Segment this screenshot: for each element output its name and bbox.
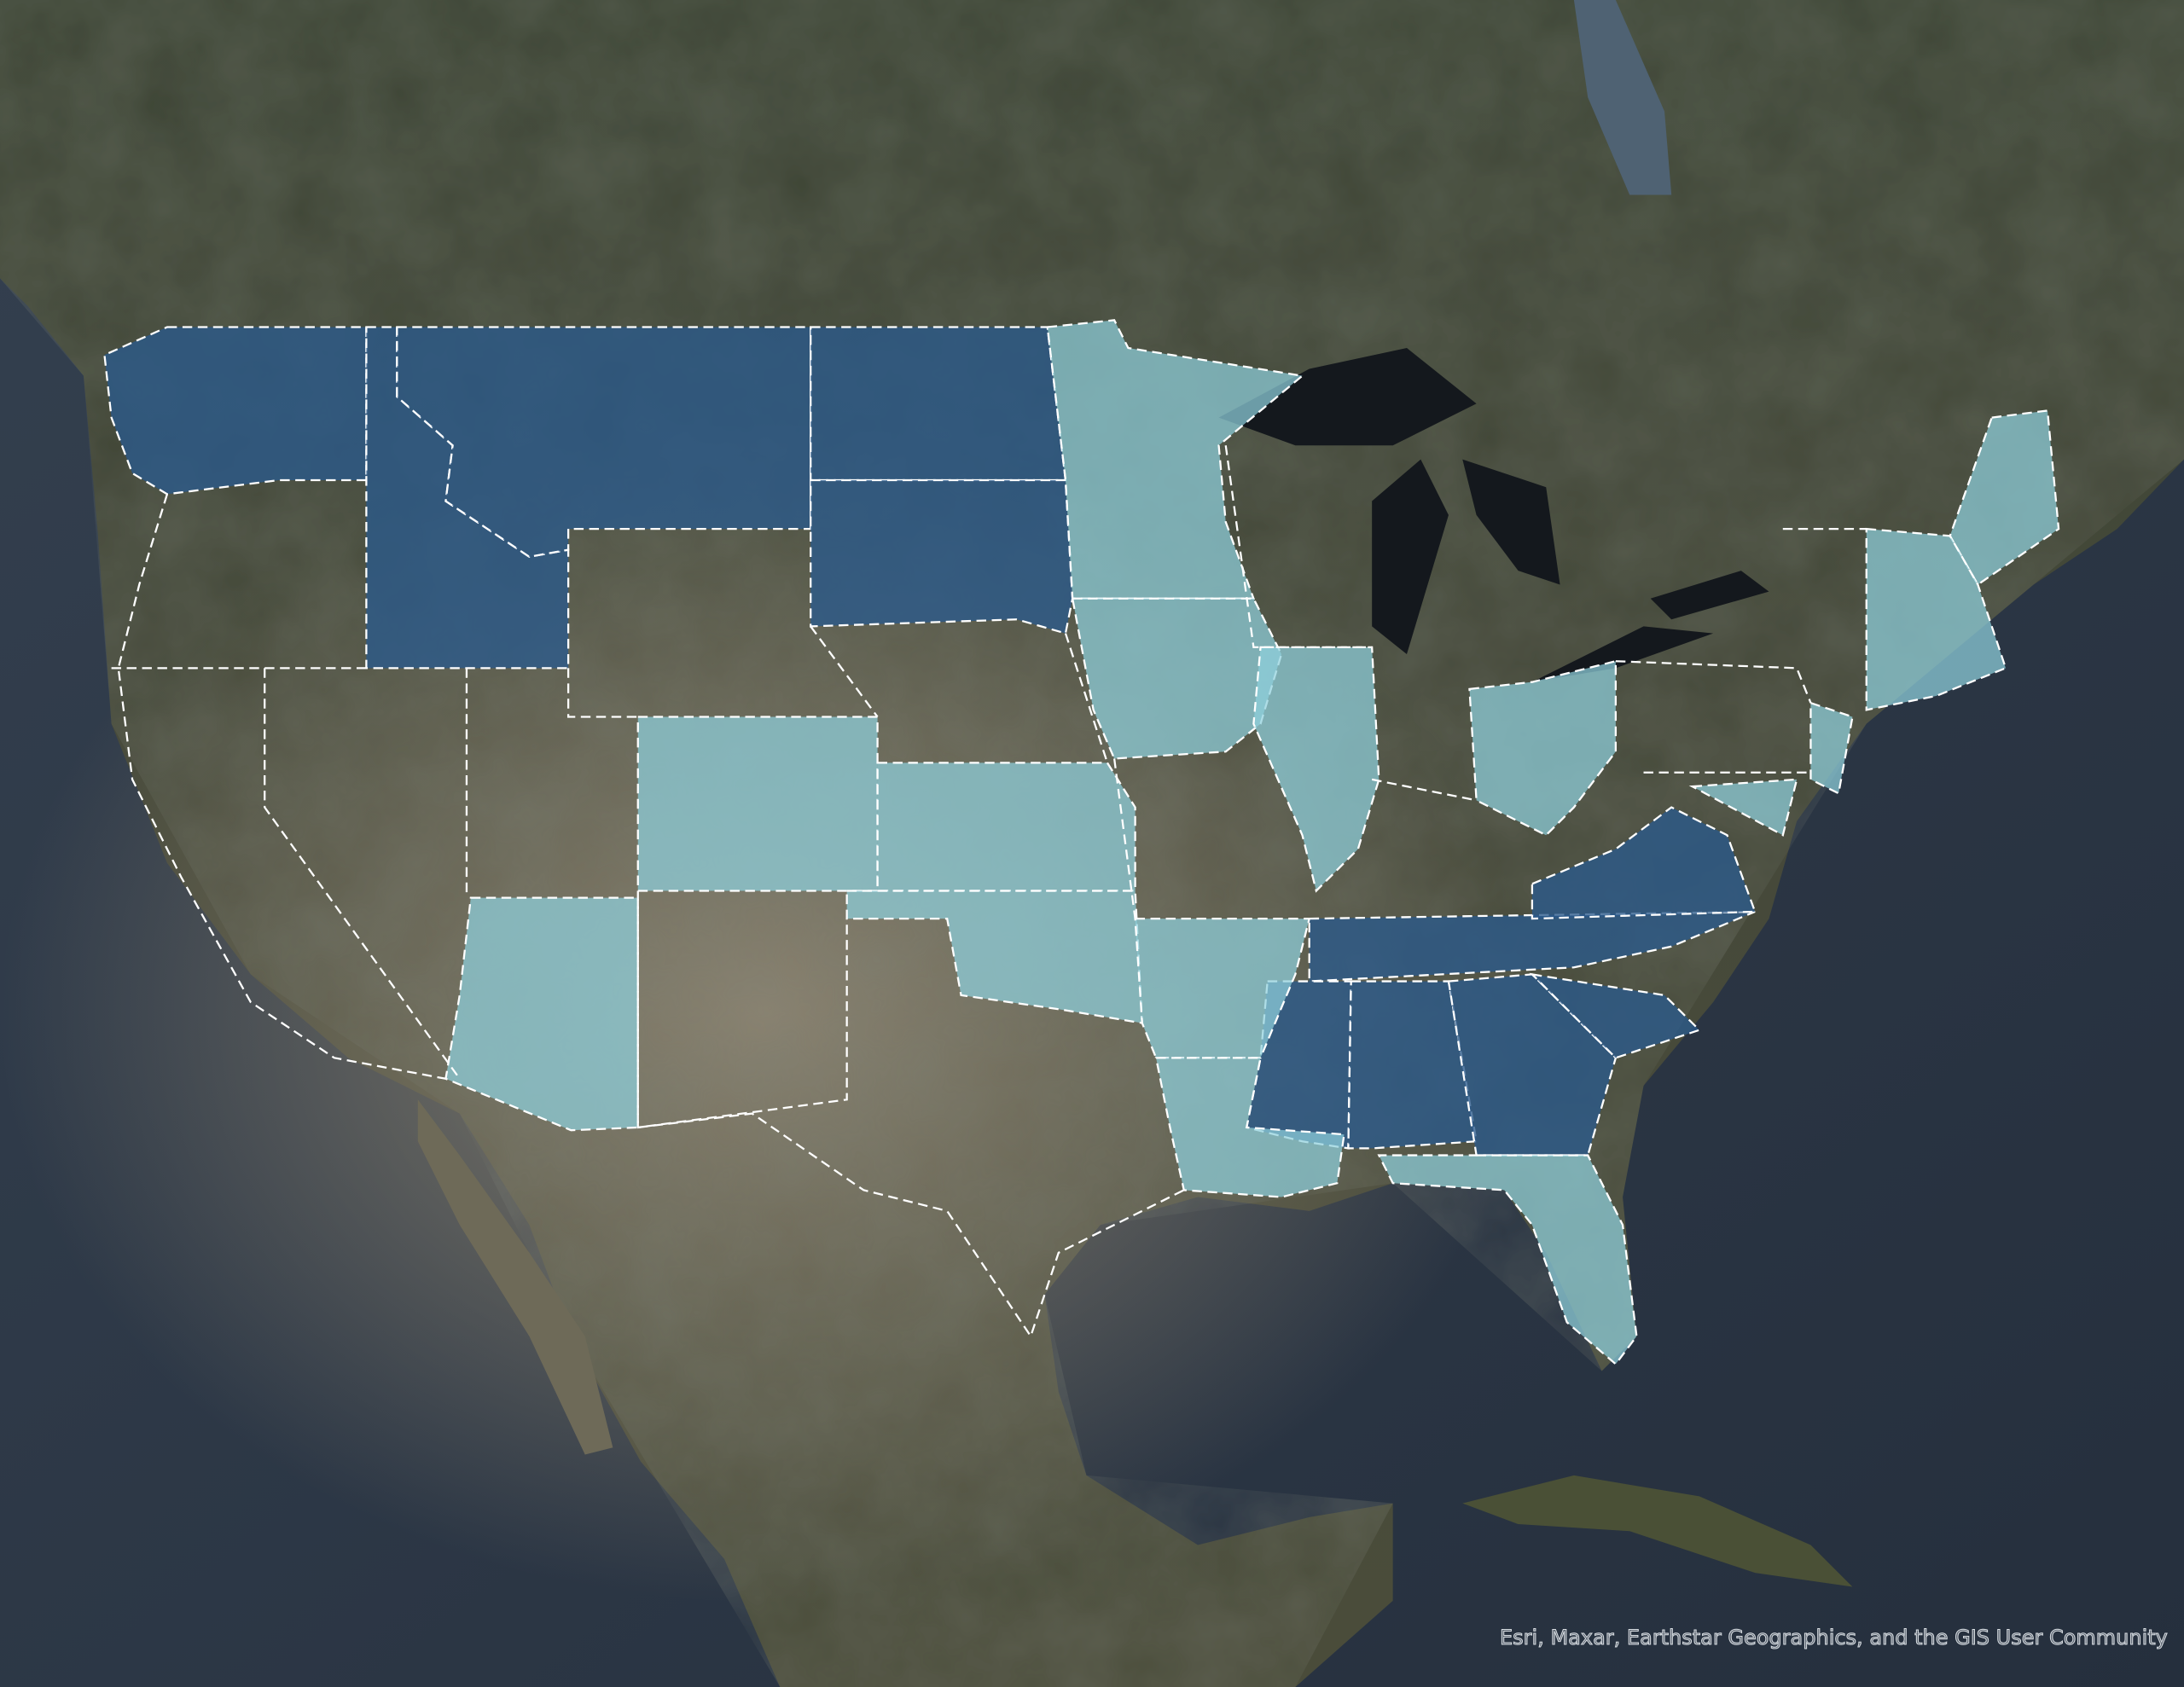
state-boundaries — [111, 445, 1867, 1339]
landmass-cuba — [1462, 1475, 1853, 1587]
state-florida[interactable] — [1377, 1154, 1638, 1366]
state-south-dakota[interactable] — [810, 478, 1074, 635]
state-oklahoma[interactable] — [845, 890, 1143, 1024]
state-virginia[interactable] — [1531, 806, 1757, 920]
state-south-carolina[interactable] — [1529, 972, 1701, 1059]
state-maryland-delaware[interactable] — [1688, 778, 1798, 837]
state-colorado[interactable] — [636, 716, 879, 892]
lake-winnipeg — [1573, 0, 1672, 195]
state-washington[interactable] — [103, 326, 368, 496]
state-iowa[interactable] — [1071, 597, 1283, 760]
state-new-jersey[interactable] — [1809, 701, 1854, 795]
state-new-england-south[interactable] — [1865, 527, 2007, 711]
state-illinois[interactable] — [1252, 646, 1380, 893]
state-minnesota[interactable] — [1046, 319, 1305, 600]
great-lakes — [1218, 348, 1769, 682]
landmass-baja — [417, 1099, 613, 1455]
state-louisiana[interactable] — [1154, 1057, 1345, 1198]
state-ohio[interactable] — [1468, 659, 1618, 837]
state-georgia[interactable] — [1447, 973, 1618, 1157]
state-maine[interactable] — [1949, 409, 2060, 587]
state-arizona[interactable] — [444, 896, 639, 1132]
states-light — [444, 319, 2060, 1366]
map-attribution: Esri, Maxar, Earthstar Geographics, and … — [1500, 1626, 2169, 1650]
state-kansas[interactable] — [876, 762, 1136, 892]
state-north-dakota[interactable] — [810, 326, 1067, 482]
state-alabama[interactable] — [1347, 980, 1478, 1150]
states-dark — [103, 326, 1757, 1157]
